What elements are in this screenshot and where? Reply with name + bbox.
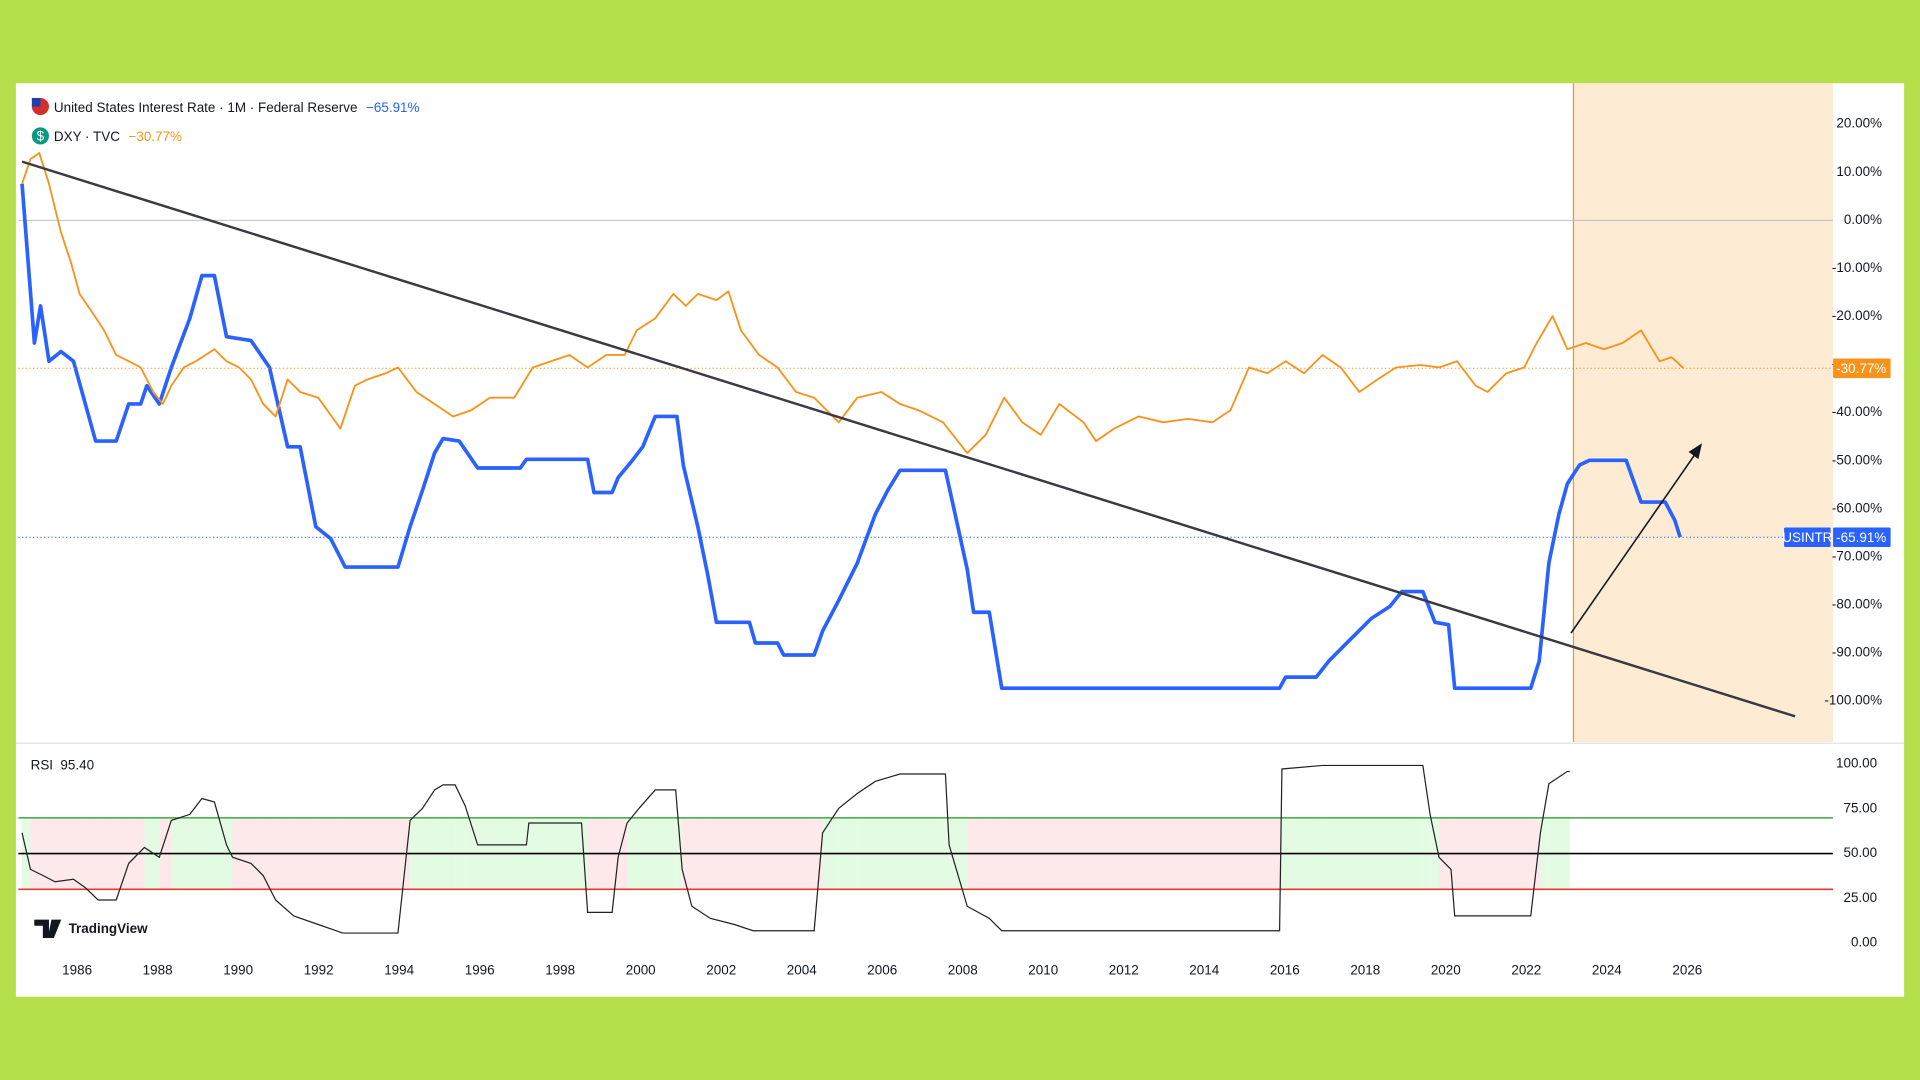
y-tick-label: -100.00% <box>1824 693 1882 708</box>
x-tick-label: 2018 <box>1350 963 1380 978</box>
series-last: −65.91% <box>366 99 420 114</box>
price-badge-label: -65.91% <box>1836 530 1886 545</box>
series-name: United States Interest Rate · 1M · Feder… <box>54 99 358 114</box>
trend-line <box>21 160 1796 718</box>
price-badge <box>1833 527 1891 548</box>
y-tick-label: -40.00% <box>1832 404 1882 419</box>
arrow-head <box>1688 443 1703 460</box>
y-tick-label: 10.00% <box>1836 164 1882 179</box>
series-line <box>20 183 1682 690</box>
marks: 20.00%10.00%0.00%-10.00%-20.00%-30.00%-4… <box>18 116 1891 978</box>
dollar-glyph: $ <box>37 129 45 144</box>
x-tick-label: 2022 <box>1511 963 1541 978</box>
x-tick-label: 2012 <box>1109 963 1139 978</box>
rsi-tick-label: 0.00 <box>1851 934 1877 949</box>
rsi-legend: RSI 95.40 <box>31 757 94 772</box>
x-tick-label: 2000 <box>626 963 656 978</box>
dollar-icon <box>31 127 49 145</box>
x-tick-label: 2026 <box>1672 963 1702 978</box>
rsi-tick-label: 75.00 <box>1843 800 1877 815</box>
y-tick-label: 0.00% <box>1844 212 1882 227</box>
x-tick-label: 1988 <box>143 963 173 978</box>
symbol-badge-label: USINTR <box>1782 530 1832 545</box>
legend-entry: DXY · TVC −30.77% <box>54 129 182 144</box>
rsi-title: RSI <box>31 757 53 772</box>
x-tick-label: 1998 <box>545 963 575 978</box>
y-tick-label: -80.00% <box>1832 597 1882 612</box>
watermark: TradingView <box>34 919 149 938</box>
series-line <box>21 152 1685 454</box>
rsi-tick-label: 100.00 <box>1836 756 1877 771</box>
series-name: DXY · TVC <box>54 129 120 144</box>
arrow-line <box>1570 452 1697 634</box>
x-tick-label: 1992 <box>304 963 334 978</box>
x-tick-label: 2020 <box>1431 963 1461 978</box>
x-tick-label: 2002 <box>706 963 736 978</box>
y-tick-label: -20.00% <box>1832 308 1882 323</box>
price-badge <box>1833 358 1891 379</box>
x-tick-label: 2016 <box>1270 963 1300 978</box>
y-tick-label: 20.00% <box>1836 116 1882 131</box>
rsi-tick-label: 25.00 <box>1843 890 1877 905</box>
x-tick-label: 2024 <box>1592 963 1622 978</box>
rsi-current: 95.40 <box>60 757 94 772</box>
highlight-zone <box>1573 83 1834 743</box>
x-tick-label: 2008 <box>948 963 978 978</box>
legend-entry: United States Interest Rate · 1M · Feder… <box>54 99 420 114</box>
legend: United States Interest Rate · 1M · Feder… <box>31 97 420 772</box>
x-tick-label: 2014 <box>1189 963 1219 978</box>
price-badge-label: -30.77% <box>1836 361 1886 376</box>
rsi-tick-label: 50.00 <box>1843 845 1877 860</box>
logo-text: TradingView <box>69 921 149 936</box>
y-tick-label: -10.00% <box>1832 260 1882 275</box>
x-tick-label: 1990 <box>223 963 253 978</box>
flag-icon-canton <box>31 97 41 107</box>
y-tick-label: -60.00% <box>1832 500 1882 515</box>
x-tick-label: 1994 <box>384 963 414 978</box>
symbol-badge <box>1784 527 1831 548</box>
x-tick-label: 1996 <box>465 963 495 978</box>
y-tick-label: -70.00% <box>1832 548 1882 563</box>
y-tick-label: -50.00% <box>1832 452 1882 467</box>
x-tick-label: 1986 <box>62 963 92 978</box>
rsi-line <box>21 764 1570 934</box>
x-tick-label: 2004 <box>787 963 817 978</box>
series-last: −30.77% <box>128 129 182 144</box>
x-tick-label: 2006 <box>867 963 897 978</box>
x-tick-label: 2010 <box>1028 963 1058 978</box>
logo-mark <box>34 919 62 938</box>
y-tick-label: -90.00% <box>1832 645 1882 660</box>
